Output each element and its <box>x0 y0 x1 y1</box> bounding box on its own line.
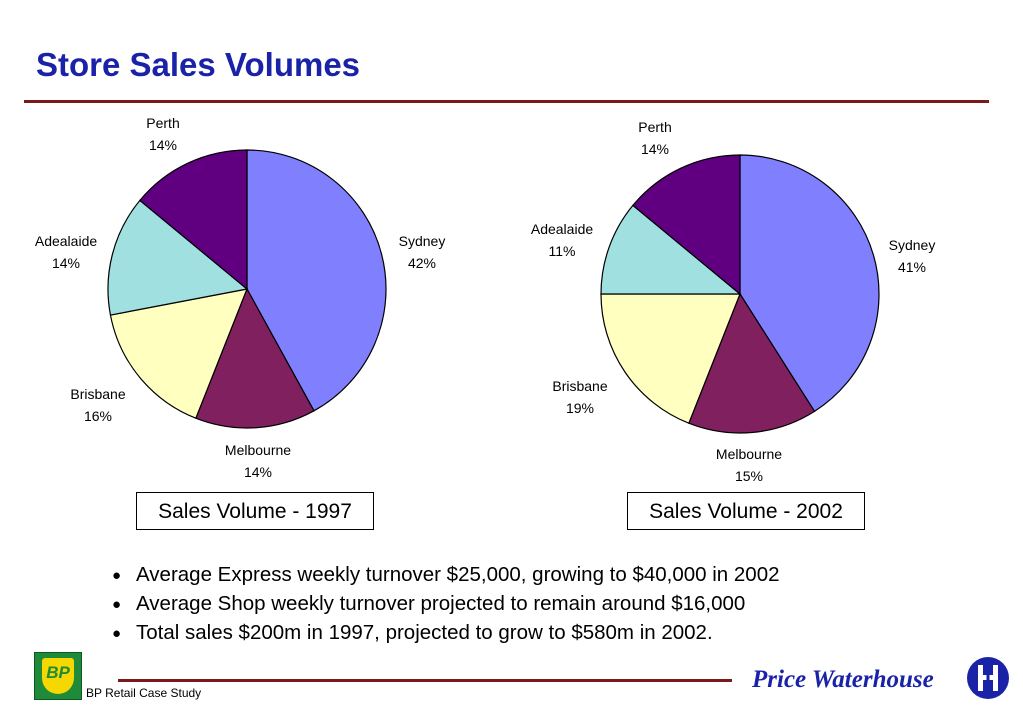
pie-slice-adealaide <box>600 204 742 295</box>
bullet-item: ● Average Shop weekly turnover projected … <box>112 589 780 618</box>
bullet-text: Average Express weekly turnover $25,000,… <box>136 563 780 586</box>
slice-label-melbourne: Melbourne <box>225 442 291 458</box>
slice-label-adealaide: Adealaide <box>35 233 97 249</box>
bullet-item: ● Total sales $200m in 1997, projected to… <box>112 618 780 647</box>
bullet-text: Total sales $200m in 1997, projected to … <box>136 621 713 644</box>
pie-slice-adealaide <box>107 199 249 316</box>
slice-label-brisbane: Brisbane <box>552 378 607 394</box>
slice-label-sydney: Sydney <box>399 233 446 249</box>
bullet-icon: ● <box>112 625 122 642</box>
price-waterhouse-logo-icon <box>967 657 1009 699</box>
slice-value-perth: 14% <box>641 141 669 157</box>
pie-slice-melbourne <box>195 287 315 429</box>
slice-value-brisbane: 19% <box>566 400 594 416</box>
pie-slice-sydney <box>246 149 387 412</box>
slice-label-sydney: Sydney <box>889 237 936 253</box>
slice-label-perth: Perth <box>638 119 671 135</box>
bp-logo: BP <box>34 652 82 700</box>
slice-value-brisbane: 16% <box>84 408 112 424</box>
caption-1997: Sales Volume - 1997 <box>136 492 374 530</box>
pie-slice-sydney <box>739 154 880 413</box>
pie-slice-brisbane <box>600 293 741 425</box>
slice-value-adealaide: 14% <box>52 255 80 271</box>
bp-shield-icon: BP <box>42 658 74 694</box>
pie-slice-perth <box>632 154 741 296</box>
pie-chart-1997: Sydney 42% Melbourne 14% Brisbane 16% Adealaid… <box>35 115 445 480</box>
slice-value-melbourne: 15% <box>735 468 763 484</box>
footer-divider <box>118 679 732 682</box>
slice-value-perth: 14% <box>149 137 177 153</box>
slice-value-melbourne: 14% <box>244 464 272 480</box>
title-divider <box>24 100 989 103</box>
bullet-icon: ● <box>112 567 122 584</box>
bullet-item: ● Average Express weekly turnover $25,000… <box>112 560 780 589</box>
bullet-list: ● Average Express weekly turnover $25,000… <box>112 560 780 647</box>
footer-case-study: BP Retail Case Study <box>86 686 202 700</box>
pie-slice-perth <box>139 149 248 291</box>
slice-label-brisbane: Brisbane <box>70 386 125 402</box>
caption-2002: Sales Volume - 2002 <box>627 492 865 530</box>
slice-label-adealaide: Adealaide <box>531 221 593 237</box>
bullet-icon: ● <box>112 596 122 613</box>
price-waterhouse-name: Price Waterhouse <box>752 666 934 693</box>
slice-value-sydney: 42% <box>408 255 436 271</box>
pie-chart-2002: Sydney 41% Melbourne 15% Brisbane 19% Adealaid… <box>531 119 935 484</box>
bullet-text: Average Shop weekly turnover projected t… <box>136 592 746 615</box>
slice-label-melbourne: Melbourne <box>716 446 782 462</box>
bp-logo-text: BP <box>46 663 70 682</box>
slide-title: Store Sales Volumes <box>36 46 361 83</box>
slice-value-sydney: 41% <box>898 259 926 275</box>
slice-label-perth: Perth <box>146 115 179 131</box>
pie-slice-brisbane <box>109 288 248 420</box>
slice-value-adealaide: 11% <box>549 243 576 259</box>
pie-slice-melbourne <box>688 292 816 434</box>
